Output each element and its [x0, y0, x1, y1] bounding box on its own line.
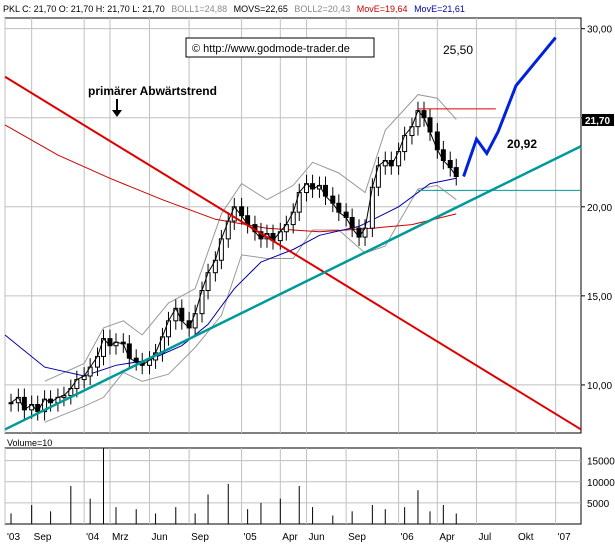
- volume-tick-label: 15000: [587, 457, 615, 468]
- trend-annotation: primärer Abwärtstrend: [88, 84, 217, 98]
- trend-lines: [4, 36, 582, 431]
- time-tick-label: Apr: [282, 532, 298, 543]
- bollinger-bands: [44, 94, 457, 423]
- grid: [4, 18, 581, 524]
- price-tick-label: 20,00: [587, 203, 612, 214]
- downtrend-line: [4, 75, 582, 431]
- time-tick-label: Okt: [518, 532, 534, 543]
- uptrend-line: [4, 145, 582, 431]
- volume-axis: 5000 10000 15000: [587, 457, 615, 510]
- forecast-line: [462, 36, 557, 177]
- price-tick-label: 10,00: [587, 381, 612, 392]
- time-tick-label: Apr: [439, 532, 455, 543]
- price-tick-label: 30,00: [587, 25, 612, 36]
- time-tick-label: Mrz: [112, 532, 129, 543]
- time-tick-label: Sep: [191, 532, 209, 543]
- volume-panel: [4, 447, 582, 525]
- price-candles: [8, 101, 459, 421]
- header-line: PKL C: 21,70 O: 21,70 H: 21,70 L: 21,70 …: [3, 4, 465, 14]
- volume-tick-label: 5000: [587, 499, 610, 510]
- support-annotation: 20,92: [507, 137, 537, 151]
- time-tick-label: Jun: [309, 532, 325, 543]
- bollinger-upper-line: [44, 94, 457, 382]
- copyright-box: [185, 37, 375, 58]
- header-move-blue: MovE=21,61: [414, 4, 465, 14]
- header-boll1: BOLL1=24,88: [171, 4, 227, 14]
- copyright-text: © http://www.godmode-trader.de: [192, 43, 350, 55]
- time-axis: '03 Sep '04 Mrz Jun Sep '05 Apr Jun Sep '06 Apr Jul O…: [7, 532, 571, 543]
- price-tick-label: 15,00: [587, 292, 612, 303]
- candle-body: [8, 402, 14, 405]
- time-tick-label: '04: [86, 532, 99, 543]
- volume-tick-label: 10000: [587, 478, 615, 489]
- time-tick-label: Sep: [34, 532, 52, 543]
- high-annotation: 25,50: [443, 43, 473, 57]
- time-tick-label: Jul: [478, 532, 491, 543]
- header-movs: MOVS=22,65: [234, 4, 288, 14]
- time-tick-label: Jun: [152, 532, 168, 543]
- header-move-red: MovE=19,64: [357, 4, 408, 14]
- time-tick-label: '05: [244, 532, 257, 543]
- time-tick-label: '06: [401, 532, 414, 543]
- volume-label: Volume=10: [7, 438, 52, 448]
- time-tick-label: '03: [7, 532, 20, 543]
- bollinger-lower-line: [44, 184, 457, 423]
- last-price-value: 21,70: [585, 116, 610, 127]
- candle-body: [218, 238, 224, 261]
- time-tick-label: '07: [558, 532, 571, 543]
- header-ohlc: PKL C: 21,70 O: 21,70 H: 21,70 L: 21,70: [3, 4, 165, 14]
- last-price-tag: [582, 114, 614, 126]
- close-line: [10, 109, 457, 413]
- down-arrow-icon: [112, 110, 122, 117]
- time-tick-label: Sep: [348, 532, 366, 543]
- header-boll2: BOLL2=20,43: [294, 4, 350, 14]
- ema-blue-line: [4, 177, 457, 377]
- volume-bars: [10, 448, 457, 524]
